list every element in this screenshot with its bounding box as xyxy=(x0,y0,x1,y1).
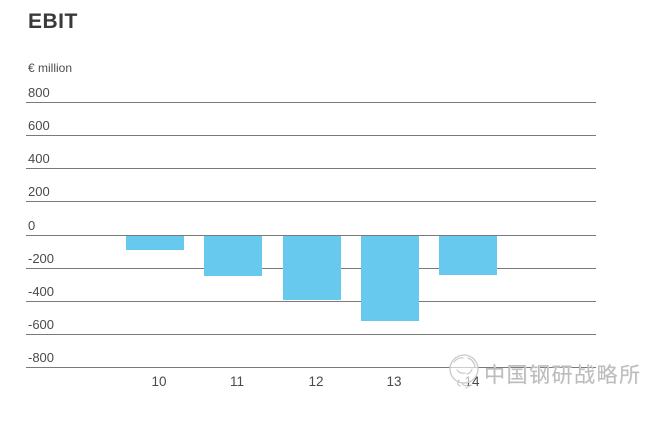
bar-year-13 xyxy=(361,236,419,321)
watermark: 中国钢研战略所 xyxy=(446,348,646,400)
x-axis-label: 11 xyxy=(229,374,244,389)
x-axis-label: 13 xyxy=(386,374,402,389)
gridline-600 xyxy=(26,135,596,136)
gridline-200 xyxy=(26,201,596,202)
chart-title: EBIT xyxy=(28,10,78,33)
y-axis-tick-label: -800 xyxy=(28,350,55,365)
gridline-800 xyxy=(26,102,596,103)
bar-year-12 xyxy=(283,236,341,300)
bar-year-10 xyxy=(126,236,184,250)
gridline--400 xyxy=(26,301,596,302)
y-axis-tick-label: -400 xyxy=(28,284,55,299)
y-axis-tick-label: 400 xyxy=(28,151,50,166)
y-axis-tick-label: 200 xyxy=(28,184,50,199)
y-axis-unit-label: € million xyxy=(28,61,73,75)
y-axis-tick-label: 600 xyxy=(28,118,50,133)
x-axis-label: 12 xyxy=(308,374,324,389)
gridline--800 xyxy=(26,367,596,368)
x-axis-label: 10 xyxy=(151,374,167,389)
y-axis-tick-label: -200 xyxy=(28,251,55,266)
institute-seal-icon xyxy=(449,354,479,389)
gridline--600 xyxy=(26,334,596,335)
y-axis-tick-label: -600 xyxy=(28,317,55,332)
watermark-text: 中国钢研战略所 xyxy=(484,364,642,387)
y-axis-tick-label: 0 xyxy=(28,218,36,233)
bar-year-14 xyxy=(439,236,497,275)
y-axis-tick-label: 800 xyxy=(28,85,50,100)
gridline-0 xyxy=(26,235,596,236)
bar-year-11 xyxy=(204,236,262,276)
gridline-400 xyxy=(26,168,596,169)
